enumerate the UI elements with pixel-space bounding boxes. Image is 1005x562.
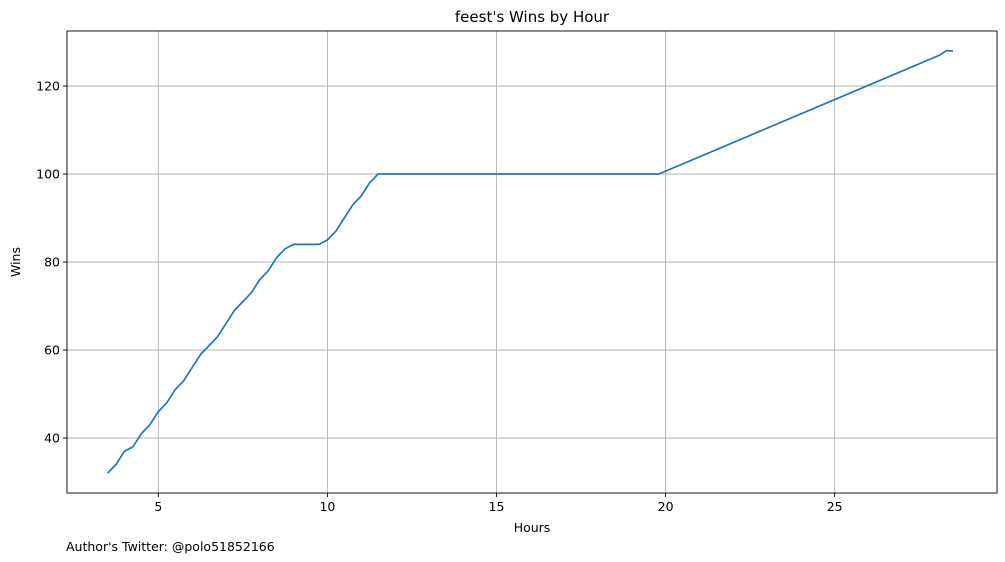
- chart-title: feest's Wins by Hour: [455, 8, 610, 26]
- x-tick-label: 15: [489, 499, 505, 514]
- x-tick-label: 20: [658, 499, 674, 514]
- y-tick-label: 120: [36, 79, 60, 94]
- plot-area: [106, 49, 954, 474]
- x-axis-label: Hours: [514, 520, 551, 535]
- wins-line: [106, 49, 954, 474]
- y-tick-label: 40: [44, 431, 60, 446]
- x-tick-label: 5: [154, 499, 162, 514]
- y-tick-label: 100: [36, 167, 60, 182]
- y-axis-label: Wins: [8, 247, 23, 277]
- y-tick-label: 60: [44, 343, 60, 358]
- author-credit: Author's Twitter: @polo51852166: [66, 539, 275, 554]
- y-tick-label: 80: [44, 255, 60, 270]
- x-tick-label: 25: [827, 499, 843, 514]
- x-axis: 5 10 15 20 25: [154, 493, 843, 514]
- x-tick-label: 10: [319, 499, 335, 514]
- y-axis: 40 60 80 100 120: [36, 79, 67, 446]
